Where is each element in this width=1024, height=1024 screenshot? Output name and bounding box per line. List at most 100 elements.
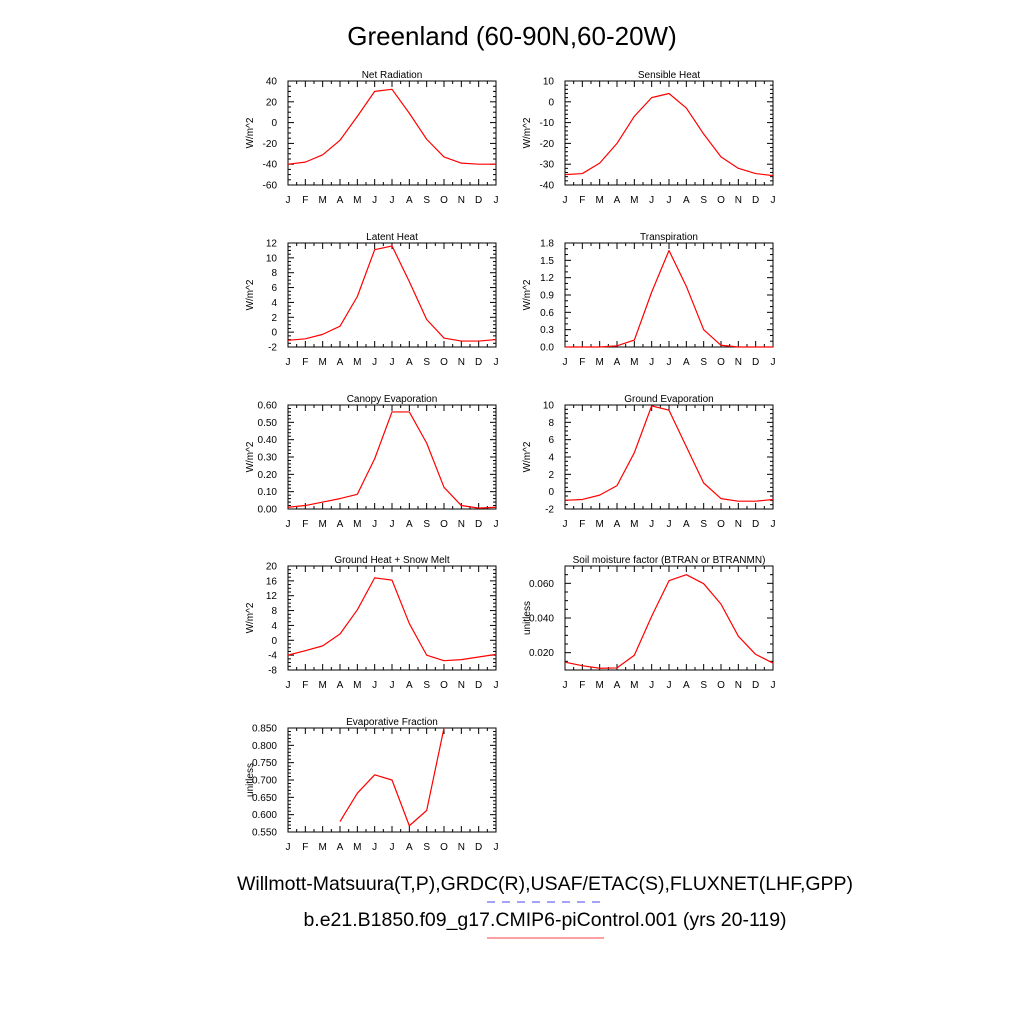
x-tick-label: A <box>337 195 344 206</box>
data-point <box>720 156 722 158</box>
x-tick-label: S <box>700 195 707 206</box>
x-tick-label: F <box>302 519 308 530</box>
x-tick-label: J <box>372 519 377 530</box>
data-point <box>322 334 324 336</box>
x-tick-label: N <box>458 680 465 691</box>
y-tick-label: 0.800 <box>252 741 277 752</box>
x-tick-label: J <box>286 195 291 206</box>
data-point <box>564 661 566 663</box>
x-tick-label: J <box>390 842 395 853</box>
x-tick-label: J <box>667 680 672 691</box>
data-point <box>651 615 653 617</box>
x-tick-label: J <box>286 842 291 853</box>
x-tick-label: J <box>372 680 377 691</box>
x-tick-label: J <box>372 357 377 368</box>
data-point <box>703 133 705 135</box>
legend-line-model: b.e21.B1850.f09_g17.CMIP6-piControl.001 … <box>303 909 786 931</box>
x-tick-label: A <box>614 680 621 691</box>
x-tick-label: J <box>771 519 776 530</box>
y-tick-label: 10 <box>266 253 278 264</box>
x-tick-label: N <box>458 195 465 206</box>
x-tick-label: J <box>390 195 395 206</box>
data-point <box>703 583 705 585</box>
y-tick-label: 0.3 <box>540 325 554 336</box>
x-tick-label: A <box>406 195 413 206</box>
y-tick-label: 1.8 <box>540 239 554 250</box>
data-point <box>305 338 307 340</box>
legend-line-observations: Willmott-Matsuura(T,P),GRDC(R),USAF/ETAC… <box>237 873 853 895</box>
x-tick-label: N <box>458 519 465 530</box>
data-point <box>478 656 480 658</box>
data-point <box>634 452 636 454</box>
y-tick-label: -8 <box>268 666 277 677</box>
x-tick-label: J <box>667 357 672 368</box>
x-tick-label: M <box>630 680 638 691</box>
plot-frame <box>287 80 497 186</box>
x-tick-label: D <box>475 357 482 368</box>
data-point <box>374 91 376 93</box>
data-point <box>755 500 757 502</box>
x-tick-label: S <box>700 519 707 530</box>
data-point <box>391 245 393 247</box>
y-tick-label: 2 <box>548 470 554 481</box>
y-tick-label: 0.9 <box>540 291 554 302</box>
y-axis-label: unitless <box>522 601 533 635</box>
data-point <box>443 660 445 662</box>
plot-frame <box>564 404 774 510</box>
x-tick-label: F <box>302 357 308 368</box>
y-axis-label: W/m^2 <box>245 279 256 310</box>
figure-title: Greenland (60-90N,60-20W) <box>347 21 677 51</box>
data-point <box>582 173 584 175</box>
data-point <box>443 156 445 158</box>
x-tick-label: J <box>667 519 672 530</box>
series-line <box>287 245 497 342</box>
x-tick-label: A <box>683 195 690 206</box>
x-tick-label: N <box>735 357 742 368</box>
x-tick-label: M <box>318 357 326 368</box>
plot-frame <box>564 242 774 348</box>
data-point <box>599 494 601 496</box>
x-tick-label: J <box>649 357 654 368</box>
data-point <box>564 174 566 176</box>
y-tick-label: 0.40 <box>258 435 278 446</box>
data-point <box>616 485 618 487</box>
series-line <box>565 249 773 348</box>
y-axis-label: W/m^2 <box>522 441 533 472</box>
y-tick-label: -40 <box>540 181 555 192</box>
data-point <box>755 346 757 348</box>
x-tick-label: J <box>563 357 568 368</box>
data-point <box>668 250 670 252</box>
y-tick-label: 0.850 <box>252 724 277 735</box>
data-point <box>582 499 584 501</box>
y-tick-label: 0.20 <box>258 470 278 481</box>
data-point <box>772 499 774 501</box>
x-tick-label: O <box>717 680 725 691</box>
data-point <box>738 500 740 502</box>
data-point <box>651 291 653 293</box>
x-tick-label: O <box>440 842 448 853</box>
x-tick-label: J <box>563 519 568 530</box>
data-point <box>478 340 480 342</box>
series-line <box>564 574 774 669</box>
y-tick-label: 0 <box>548 97 554 108</box>
y-tick-label: 0 <box>271 328 277 339</box>
data-point <box>495 506 497 508</box>
x-tick-label: F <box>579 195 585 206</box>
data-point <box>686 446 688 448</box>
x-tick-label: S <box>423 680 430 691</box>
x-tick-label: J <box>649 519 654 530</box>
x-tick-label: S <box>423 842 430 853</box>
x-tick-label: F <box>302 195 308 206</box>
y-tick-label: -20 <box>540 139 555 150</box>
data-point <box>409 281 411 283</box>
data-point <box>461 340 463 342</box>
series-line <box>339 727 445 827</box>
y-tick-label: 0.60 <box>258 401 278 412</box>
x-tick-label: A <box>614 195 621 206</box>
data-point <box>564 500 566 502</box>
x-tick-label: A <box>406 519 413 530</box>
data-point <box>703 482 705 484</box>
y-tick-label: 10 <box>543 401 555 412</box>
panel-title: Ground Evaporation <box>624 394 714 405</box>
